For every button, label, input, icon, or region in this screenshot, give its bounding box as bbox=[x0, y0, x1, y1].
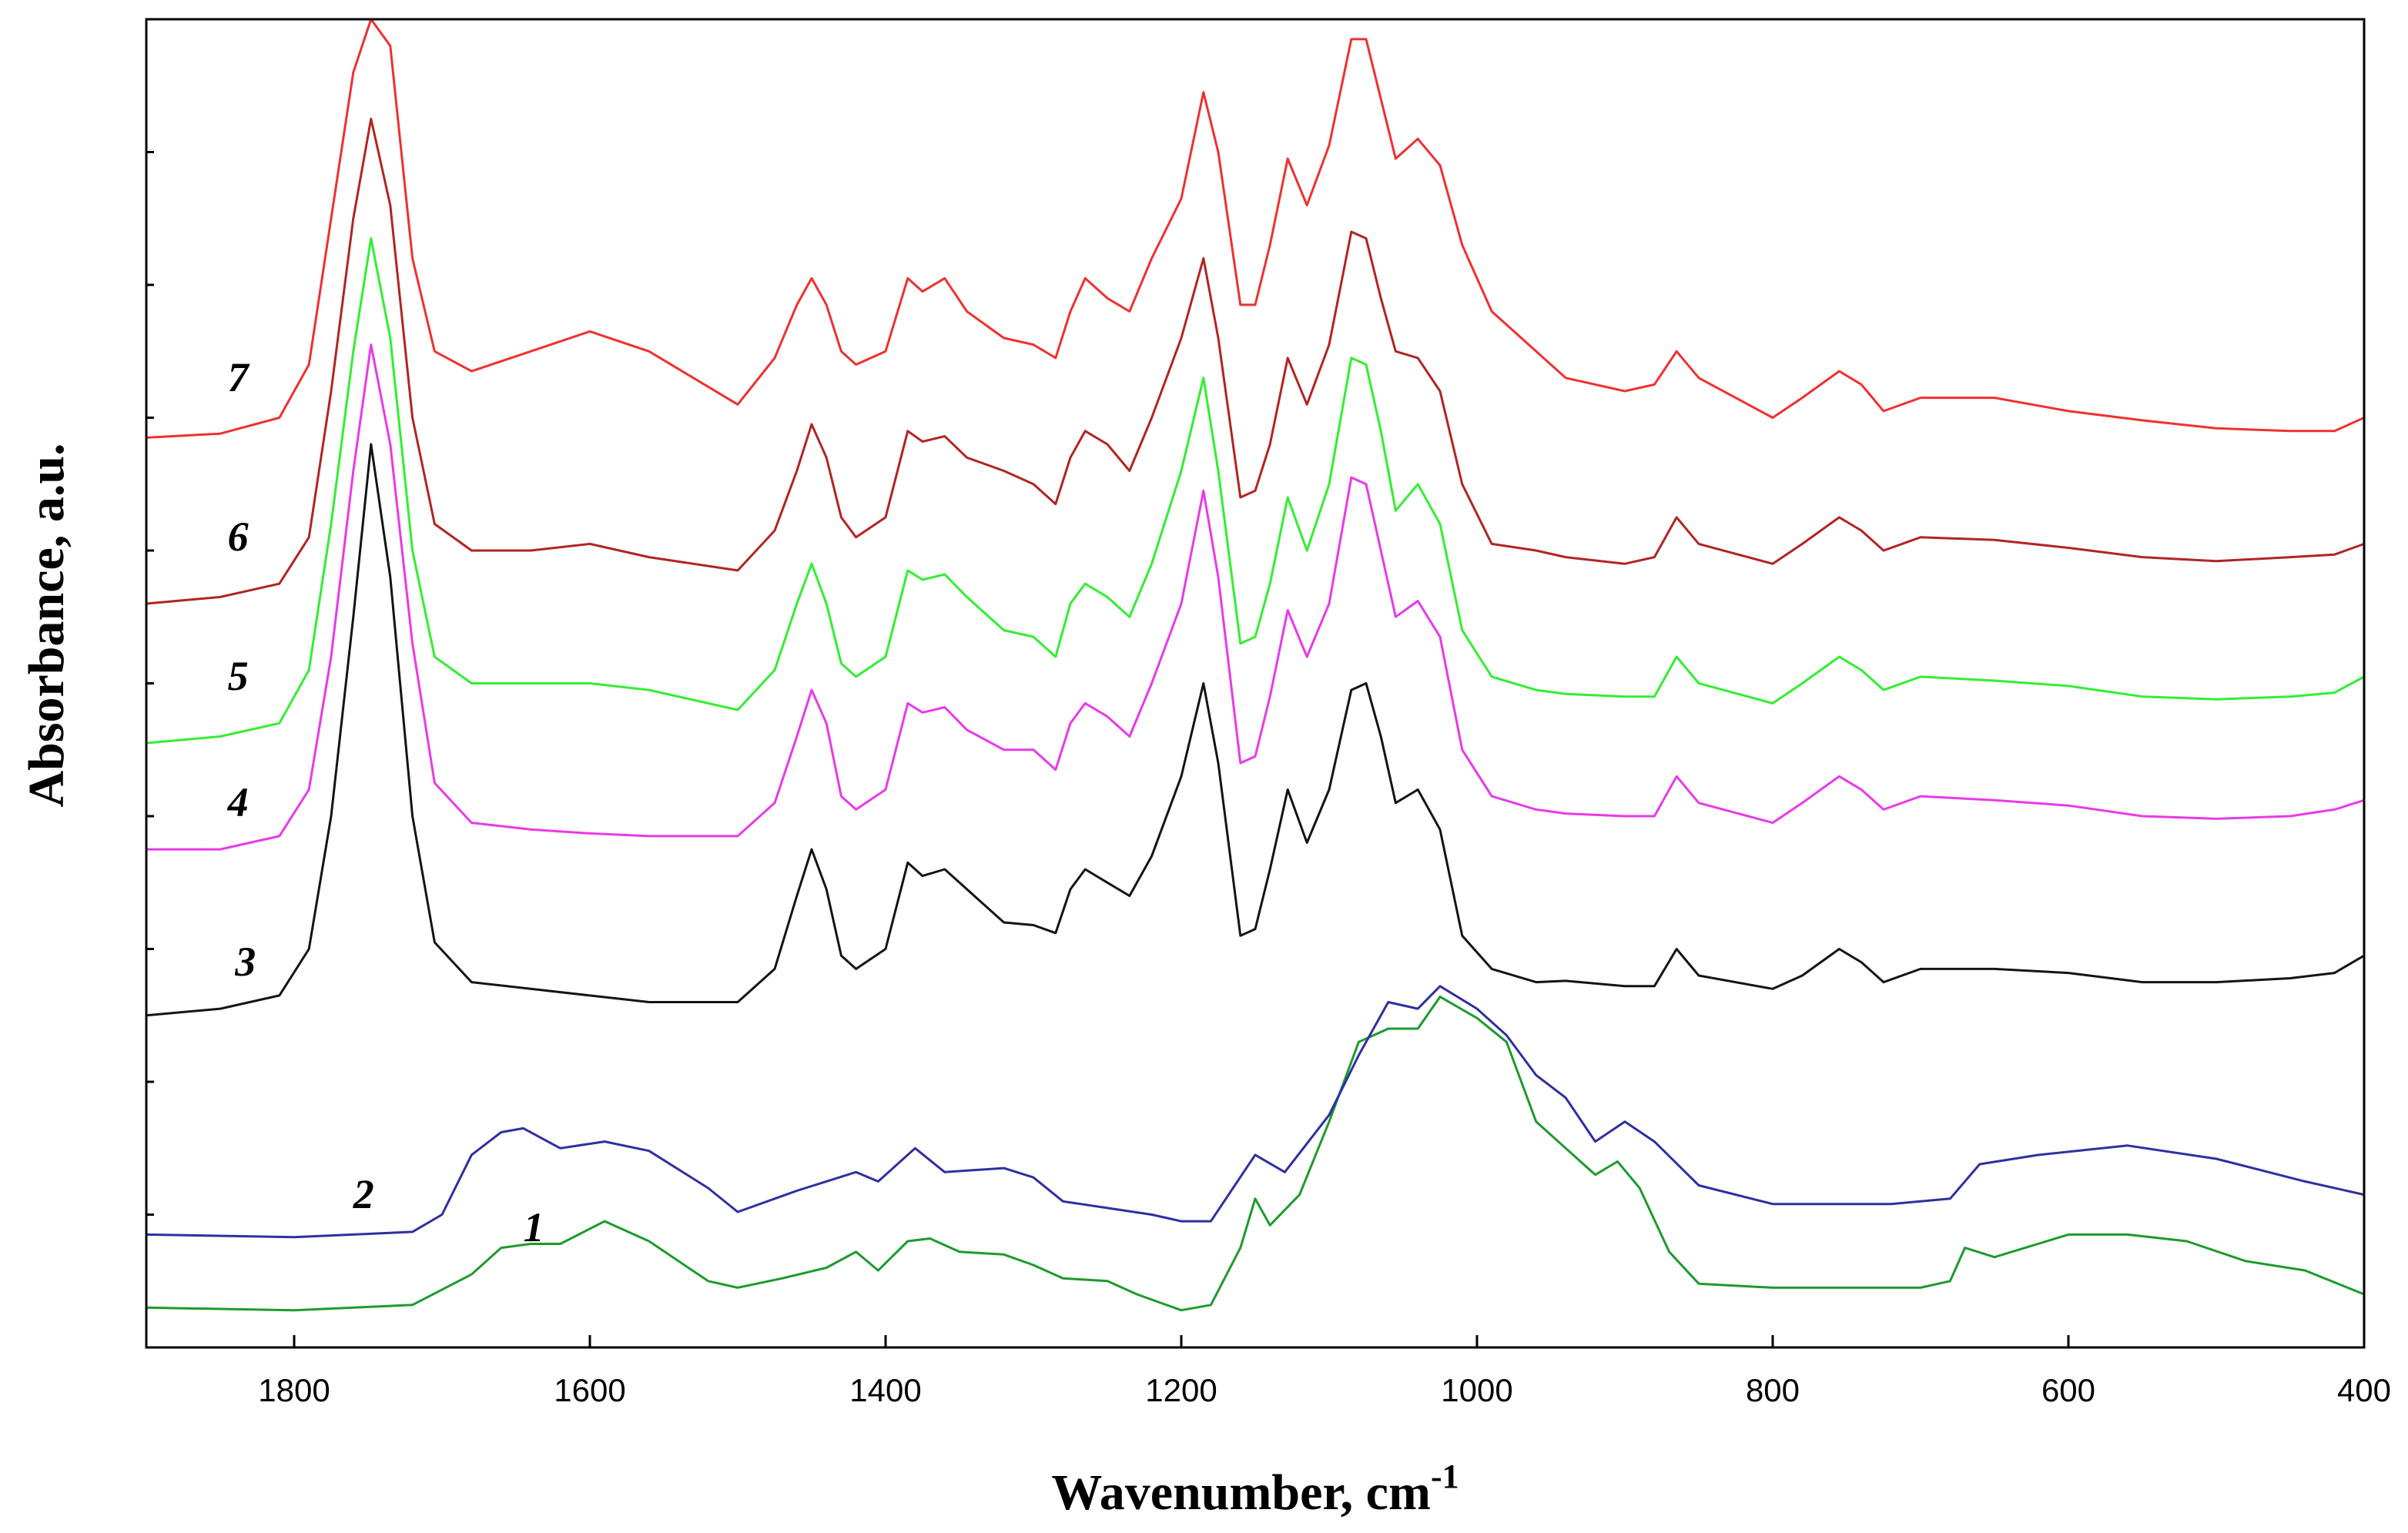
y-axis bbox=[146, 151, 154, 1216]
x-tick-label-1200: 1200 bbox=[1145, 1372, 1217, 1408]
series-label-3: 3 bbox=[234, 939, 256, 985]
series-labels: 1 2 3 4 5 6 7 bbox=[227, 354, 544, 1250]
series-line-4 bbox=[146, 343, 2365, 851]
x-tick-label-1400: 1400 bbox=[849, 1372, 921, 1408]
series-line-7 bbox=[146, 18, 2365, 439]
series-line-6 bbox=[146, 117, 2365, 605]
series-line-5 bbox=[146, 237, 2365, 745]
y-axis-title: Absorbance, a.u. bbox=[18, 443, 75, 807]
series-label-4: 4 bbox=[227, 779, 249, 825]
series-line-2 bbox=[146, 985, 2365, 1239]
x-axis: 1800 1600 1400 1200 1000 800 600 400 bbox=[258, 1335, 2391, 1408]
series-layer bbox=[146, 18, 2365, 1312]
x-axis-title-superscript: -1 bbox=[1431, 1458, 1459, 1495]
series-label-7: 7 bbox=[228, 354, 250, 400]
x-tick-label-1800: 1800 bbox=[258, 1372, 330, 1408]
x-tick-label-1600: 1600 bbox=[554, 1372, 625, 1408]
x-tick-label-600: 600 bbox=[2041, 1372, 2095, 1408]
x-axis-title: Wavenumber, cm-1 bbox=[1051, 1458, 1459, 1521]
series-line-3 bbox=[146, 443, 2365, 1017]
series-line-1 bbox=[146, 996, 2365, 1312]
series-label-1: 1 bbox=[524, 1204, 544, 1250]
x-tick-label-1000: 1000 bbox=[1441, 1372, 1512, 1408]
x-axis-title-main: Wavenumber, cm bbox=[1051, 1464, 1431, 1521]
series-label-5: 5 bbox=[228, 653, 249, 699]
x-tick-label-400: 400 bbox=[2337, 1372, 2391, 1408]
series-label-6: 6 bbox=[228, 514, 249, 560]
series-label-2: 2 bbox=[353, 1171, 374, 1217]
x-tick-label-800: 800 bbox=[1746, 1372, 1800, 1408]
